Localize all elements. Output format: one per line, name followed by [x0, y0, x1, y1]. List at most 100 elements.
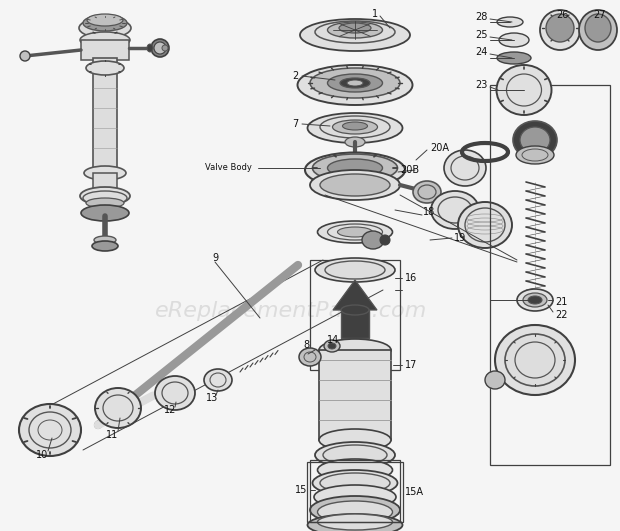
Ellipse shape	[86, 61, 124, 75]
Ellipse shape	[315, 442, 395, 468]
Ellipse shape	[317, 501, 392, 523]
Bar	[319, 350, 391, 440]
Ellipse shape	[83, 191, 127, 205]
Ellipse shape	[94, 236, 116, 244]
Ellipse shape	[342, 122, 368, 130]
Ellipse shape	[319, 429, 391, 451]
Bar	[81, 40, 129, 60]
Ellipse shape	[320, 174, 390, 196]
Text: 18: 18	[423, 207, 435, 217]
Ellipse shape	[83, 15, 127, 31]
Polygon shape	[333, 280, 377, 310]
Ellipse shape	[323, 445, 387, 465]
Ellipse shape	[314, 485, 396, 509]
Ellipse shape	[154, 42, 166, 54]
Ellipse shape	[310, 68, 400, 98]
Ellipse shape	[327, 159, 383, 177]
Text: 19: 19	[454, 233, 466, 243]
Ellipse shape	[310, 170, 400, 200]
Ellipse shape	[80, 187, 130, 205]
Text: 25: 25	[476, 30, 488, 40]
Text: 7: 7	[292, 119, 298, 129]
Text: 20B: 20B	[400, 165, 419, 175]
Text: 13: 13	[206, 393, 218, 403]
Ellipse shape	[20, 51, 30, 61]
Ellipse shape	[520, 127, 550, 153]
Ellipse shape	[458, 202, 512, 248]
Ellipse shape	[495, 325, 575, 395]
Ellipse shape	[298, 65, 412, 105]
Ellipse shape	[332, 120, 378, 134]
Ellipse shape	[528, 296, 542, 304]
Ellipse shape	[79, 18, 131, 38]
Text: 22: 22	[555, 310, 567, 320]
Ellipse shape	[317, 514, 392, 530]
Ellipse shape	[485, 371, 505, 389]
Ellipse shape	[497, 65, 552, 115]
Bar	[341, 310, 369, 338]
Ellipse shape	[325, 261, 385, 279]
Text: 8: 8	[304, 340, 310, 350]
Ellipse shape	[81, 205, 129, 221]
Ellipse shape	[147, 44, 153, 52]
Ellipse shape	[95, 388, 141, 428]
Ellipse shape	[84, 166, 126, 180]
Text: 11: 11	[106, 430, 118, 440]
Ellipse shape	[315, 258, 395, 282]
Bar	[93, 173, 117, 198]
Ellipse shape	[339, 23, 371, 33]
Ellipse shape	[315, 21, 395, 43]
Ellipse shape	[86, 198, 124, 208]
Text: 28: 28	[476, 12, 488, 22]
Ellipse shape	[413, 181, 441, 203]
Ellipse shape	[312, 470, 397, 496]
Ellipse shape	[579, 10, 617, 50]
Ellipse shape	[497, 17, 523, 27]
Text: 20A: 20A	[430, 143, 449, 153]
Ellipse shape	[305, 152, 405, 187]
Ellipse shape	[155, 376, 195, 410]
Bar	[93, 58, 117, 173]
Ellipse shape	[162, 45, 168, 51]
Ellipse shape	[517, 289, 553, 311]
Ellipse shape	[151, 39, 169, 57]
Ellipse shape	[308, 514, 402, 531]
Bar	[490, 85, 610, 465]
Ellipse shape	[341, 305, 369, 315]
Text: 21: 21	[555, 297, 567, 307]
Ellipse shape	[320, 116, 390, 138]
Ellipse shape	[92, 241, 118, 251]
Text: 14: 14	[327, 335, 339, 345]
Ellipse shape	[585, 14, 611, 42]
Ellipse shape	[337, 227, 373, 237]
Ellipse shape	[308, 113, 402, 143]
Bar	[310, 460, 400, 522]
Ellipse shape	[310, 496, 400, 524]
Ellipse shape	[320, 473, 390, 493]
Ellipse shape	[546, 14, 574, 42]
Ellipse shape	[87, 14, 123, 26]
Text: Valve Body: Valve Body	[205, 164, 252, 173]
Bar	[310, 260, 400, 370]
Ellipse shape	[300, 19, 410, 51]
Text: 2: 2	[292, 71, 298, 81]
Ellipse shape	[299, 348, 321, 366]
Text: 27: 27	[594, 10, 606, 20]
Ellipse shape	[380, 235, 390, 245]
Ellipse shape	[317, 459, 392, 481]
Ellipse shape	[340, 78, 370, 88]
Ellipse shape	[362, 231, 384, 249]
Ellipse shape	[19, 404, 81, 456]
Ellipse shape	[327, 22, 383, 38]
Text: 17: 17	[405, 360, 417, 370]
Text: 16: 16	[405, 273, 417, 283]
Ellipse shape	[347, 80, 363, 86]
Ellipse shape	[540, 10, 580, 50]
Ellipse shape	[516, 146, 554, 164]
Ellipse shape	[319, 339, 391, 361]
Ellipse shape	[505, 334, 565, 386]
Text: 26: 26	[556, 10, 568, 20]
Ellipse shape	[327, 74, 383, 92]
Ellipse shape	[80, 32, 130, 48]
Bar	[307, 462, 403, 522]
